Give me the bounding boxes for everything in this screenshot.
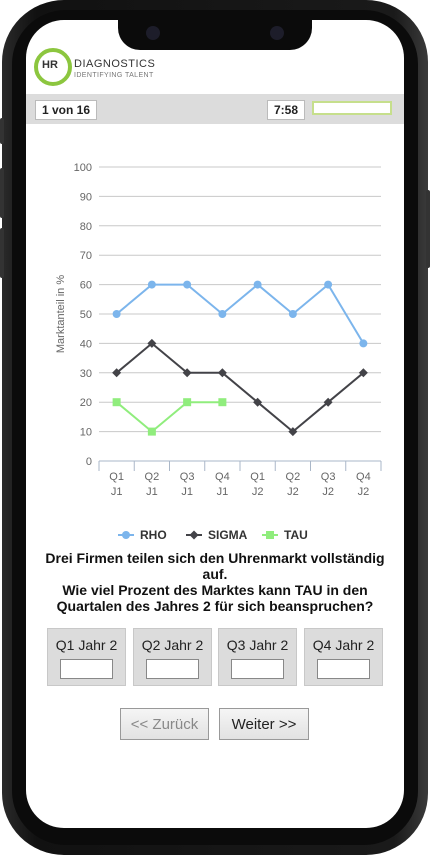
data-point-tau [218, 398, 227, 407]
y-tick-label: 70 [80, 250, 92, 262]
data-point-rho [288, 310, 297, 318]
legend-marker-sigma [189, 530, 199, 540]
data-point-sigma [147, 338, 157, 348]
next-button[interactable]: Weiter >> [219, 708, 309, 740]
x-tick-label: J2 [252, 486, 264, 498]
data-point-rho [253, 280, 262, 289]
answer-label-q2: Q2 Jahr 2 [141, 637, 204, 653]
data-point-sigma [182, 368, 192, 378]
y-tick-label: 30 [80, 368, 92, 380]
x-tick-label: Q1 [250, 471, 265, 483]
x-tick-label: Q2 [145, 471, 160, 483]
answer-label-q3: Q3 Jahr 2 [226, 637, 289, 653]
x-tick-label: J1 [217, 486, 229, 498]
x-tick-label: J1 [146, 486, 158, 498]
x-tick-label: Q4 [215, 471, 230, 483]
company-logo: HR DIAGNOSTICS IDENTIFYING TALENT [34, 48, 174, 88]
data-point-tau [112, 398, 121, 407]
x-tick-label: Q3 [180, 471, 195, 483]
data-point-tau [147, 427, 156, 436]
question-counter: 1 von 16 [35, 100, 98, 120]
question-line-1: Drei Firmen teilen sich den Uhrenmarkt v… [45, 550, 385, 582]
logo-hr-text: HR [42, 59, 58, 71]
y-tick-label: 60 [80, 280, 92, 292]
power-button [426, 190, 430, 268]
line-chart: 0 10 20 30 40 50 60 70 80 90 100 Q1 J1 Q2 J1 Q3 J1 Q4 J1 Q1… [55, 162, 382, 542]
x-tick-label: J2 [322, 486, 334, 498]
front-camera-icon [146, 26, 160, 40]
data-point-sigma [358, 368, 368, 378]
question-line-2: Wie viel Prozent des Marktes kann TAU in… [56, 582, 374, 614]
answer-input-q4[interactable] [317, 659, 370, 679]
data-point-rho [183, 280, 192, 289]
data-point-sigma [288, 427, 298, 437]
y-tick-label: 10 [80, 427, 92, 439]
answer-box-q1: Q1 Jahr 2 [47, 628, 126, 686]
data-point-rho [147, 280, 156, 289]
x-tick-label: Q1 [109, 471, 124, 483]
logo-ring-icon [34, 48, 72, 86]
series-line-rho [115, 283, 365, 344]
data-point-rho [218, 310, 227, 318]
data-point-sigma [217, 368, 227, 378]
y-tick-label: 100 [74, 162, 92, 174]
series-line-tau [115, 401, 223, 433]
y-tick-label: 80 [80, 221, 92, 233]
legend-marker-rho [122, 531, 130, 539]
x-tick-label: J1 [111, 486, 123, 498]
data-point-rho [324, 280, 333, 289]
x-tick-label: J2 [358, 486, 370, 498]
status-bar: 1 von 16 7:58 [26, 94, 404, 124]
x-tick-label: J1 [181, 486, 193, 498]
answer-input-q2[interactable] [146, 659, 199, 679]
y-tick-label: 90 [80, 191, 92, 203]
y-axis-label: Marktanteil in % [55, 275, 67, 353]
timer-display: 7:58 [267, 100, 306, 120]
y-tick-label: 0 [86, 456, 92, 468]
x-tick-label: Q2 [286, 471, 301, 483]
data-point-sigma [253, 397, 263, 407]
answer-box-q3: Q3 Jahr 2 [218, 628, 297, 686]
answer-box-q4: Q4 Jahr 2 [304, 628, 383, 686]
logo-tagline: IDENTIFYING TALENT [74, 72, 154, 79]
answer-label-q1: Q1 Jahr 2 [55, 637, 118, 653]
data-point-rho [112, 310, 121, 318]
time-progress-bar [312, 101, 392, 115]
y-tick-label: 40 [80, 338, 92, 350]
answer-box-q2: Q2 Jahr 2 [133, 628, 212, 686]
answer-input-q1[interactable] [60, 659, 113, 679]
x-tick-label: J2 [287, 486, 299, 498]
volume-up-button [0, 168, 4, 218]
legend-label-sigma: SIGMA [208, 528, 248, 542]
logo-name-text: DIAGNOSTICS [74, 58, 156, 70]
volume-down-button [0, 228, 4, 278]
y-tick-label: 20 [80, 397, 92, 409]
sensor-icon [270, 26, 284, 40]
y-tick-label: 50 [80, 309, 92, 321]
legend-label-tau: TAU [284, 528, 308, 542]
series-line-sigma [115, 342, 365, 433]
notch [118, 20, 312, 50]
data-point-tau [183, 398, 192, 407]
data-point-sigma [112, 368, 122, 378]
data-point-rho [359, 339, 368, 348]
legend-marker-tau [266, 531, 274, 539]
answer-grid: Q1 Jahr 2 Q2 Jahr 2 Q3 Jahr 2 Q4 Jahr 2 [47, 628, 383, 686]
x-tick-label: Q3 [321, 471, 336, 483]
question-text: Drei Firmen teilen sich den Uhrenmarkt v… [36, 550, 394, 614]
answer-input-q3[interactable] [231, 659, 284, 679]
x-tick-label: Q4 [356, 471, 371, 483]
screen: HR DIAGNOSTICS IDENTIFYING TALENT 1 von … [26, 20, 404, 828]
legend-label-rho: RHO [140, 528, 167, 542]
data-point-sigma [323, 397, 333, 407]
answer-label-q4: Q4 Jahr 2 [312, 637, 375, 653]
back-button[interactable]: << Zurück [120, 708, 209, 740]
mute-switch [0, 118, 4, 144]
